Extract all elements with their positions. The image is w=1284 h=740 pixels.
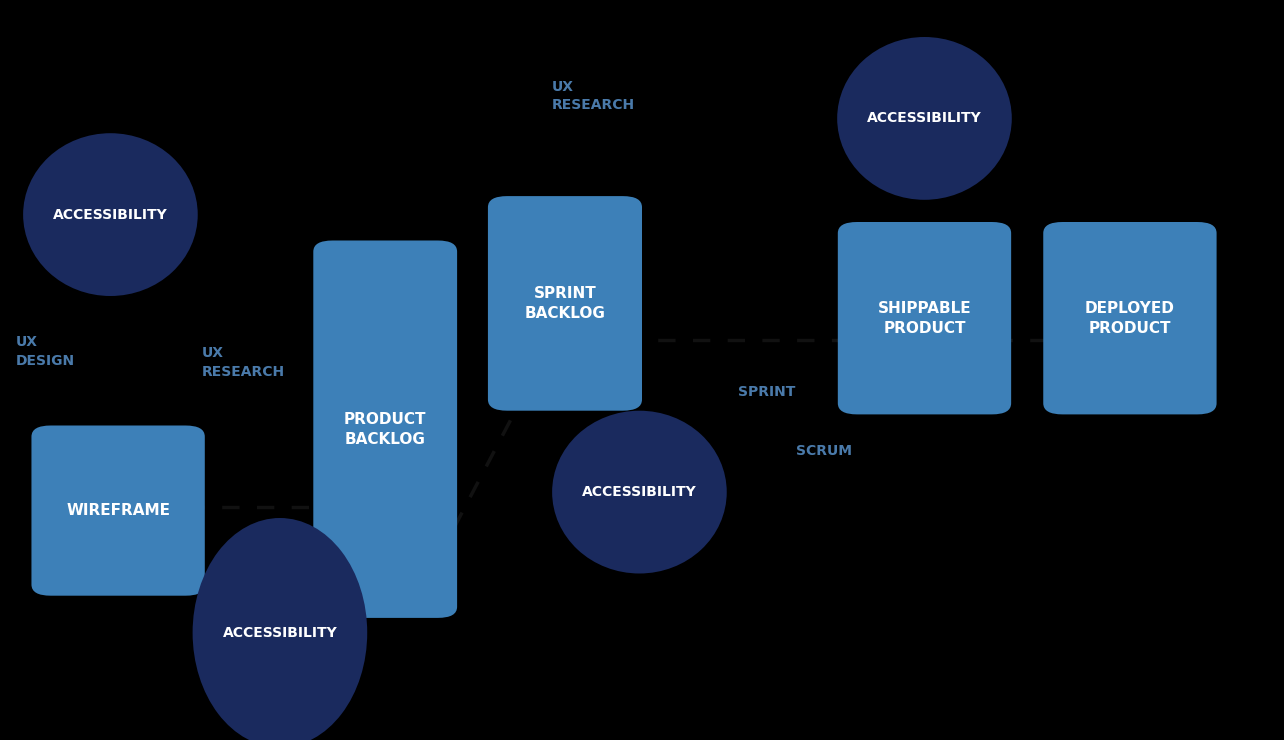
Ellipse shape <box>23 133 198 296</box>
FancyBboxPatch shape <box>313 240 457 618</box>
FancyBboxPatch shape <box>488 196 642 411</box>
FancyBboxPatch shape <box>837 222 1012 414</box>
Text: UX
RESEARCH: UX RESEARCH <box>202 346 285 379</box>
Text: UX
RESEARCH: UX RESEARCH <box>552 80 636 112</box>
Text: SHIPPABLE
PRODUCT: SHIPPABLE PRODUCT <box>878 300 971 336</box>
Text: WIREFRAME: WIREFRAME <box>67 503 169 518</box>
Text: PRODUCT
BACKLOG: PRODUCT BACKLOG <box>344 411 426 447</box>
Text: ACCESSIBILITY: ACCESSIBILITY <box>867 112 982 125</box>
Text: ACCESSIBILITY: ACCESSIBILITY <box>582 485 697 499</box>
FancyBboxPatch shape <box>31 425 205 596</box>
Text: ACCESSIBILITY: ACCESSIBILITY <box>53 208 168 221</box>
Text: UX
DESIGN: UX DESIGN <box>15 335 74 368</box>
Ellipse shape <box>837 37 1012 200</box>
Ellipse shape <box>552 411 727 574</box>
Text: SPRINT: SPRINT <box>738 386 796 399</box>
Text: SPRINT
BACKLOG: SPRINT BACKLOG <box>525 286 605 321</box>
FancyBboxPatch shape <box>1043 222 1216 414</box>
Text: SCRUM: SCRUM <box>796 445 853 458</box>
Text: ACCESSIBILITY: ACCESSIBILITY <box>222 626 338 639</box>
Ellipse shape <box>193 518 367 740</box>
Text: DEPLOYED
PRODUCT: DEPLOYED PRODUCT <box>1085 300 1175 336</box>
